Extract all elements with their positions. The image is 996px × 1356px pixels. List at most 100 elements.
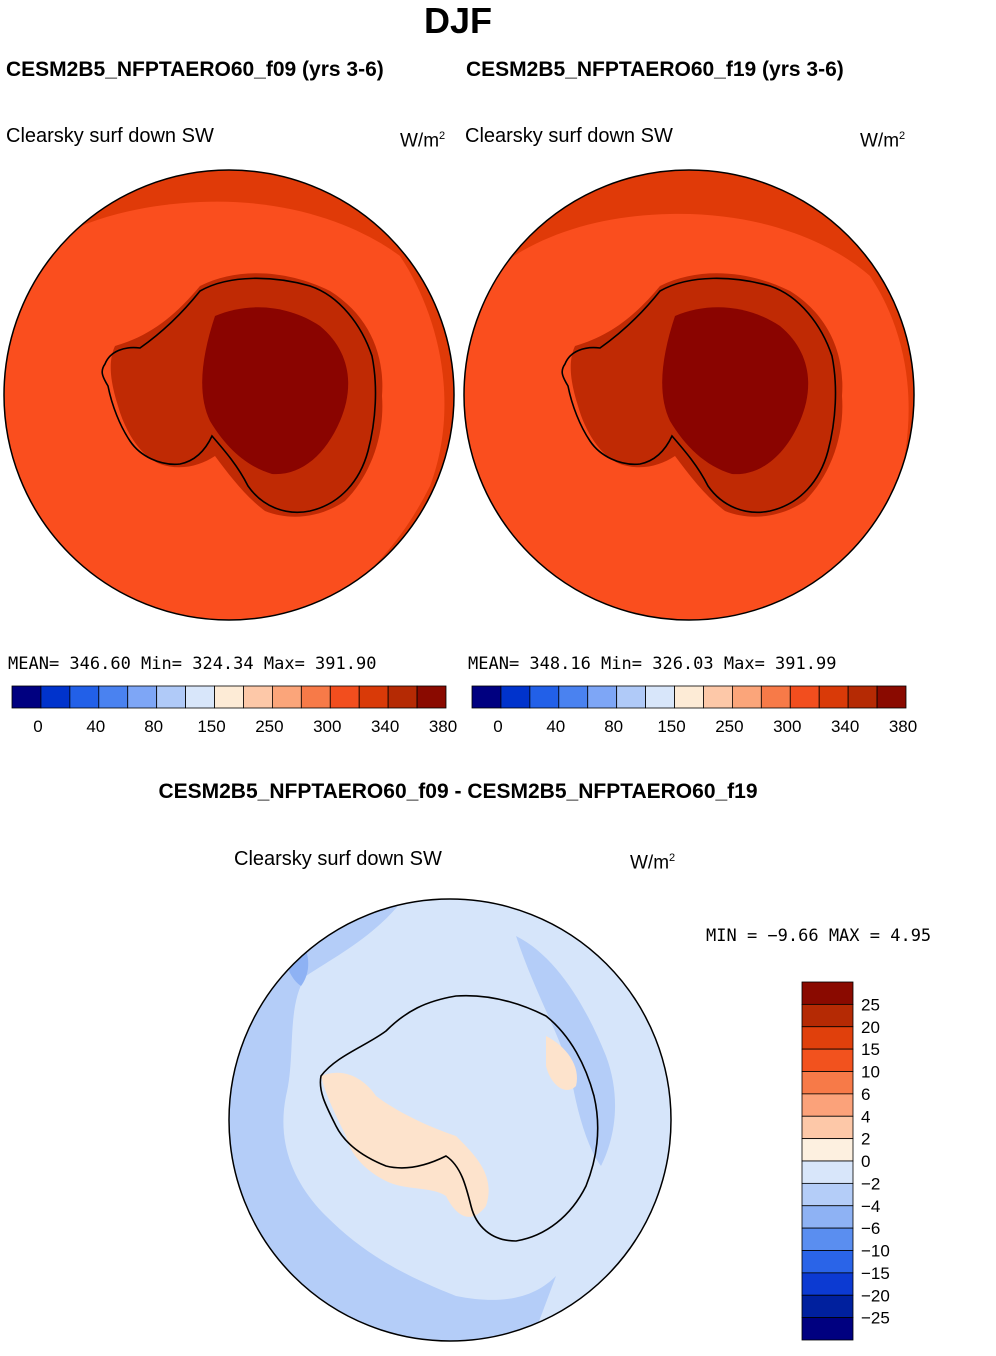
diff-colorbar-box-5: [801, 1093, 854, 1117]
diff-colorbar-tick-label: −25: [861, 1309, 890, 1328]
right-colorbar-box-0: [471, 685, 502, 709]
diff-colorbar-box-2: [801, 1026, 854, 1050]
right-colorbar-tick-label: 340: [831, 717, 859, 736]
diff-colorbar-box-12: [801, 1250, 854, 1274]
diff-colorbar-tick-label: −15: [861, 1264, 890, 1283]
diff-colorbar-box-13: [801, 1272, 854, 1296]
left-colorbar-tick-label: 0: [33, 717, 42, 736]
diff-colorbar-box-14: [801, 1294, 854, 1319]
diff-colorbar-box-11: [801, 1227, 854, 1251]
diff-variable-label: Clearsky surf down SW: [234, 848, 442, 870]
right-colorbar-box-9: [731, 685, 762, 709]
right-colorbar-box-6: [645, 685, 675, 709]
left-colorbar-box-14: [416, 685, 447, 709]
left-colorbar-box-10: [300, 685, 331, 709]
left-case-title: CESM2B5_NFPTAERO60_f09 (yrs 3-6): [6, 58, 384, 81]
right-colorbar-tick-label: 300: [773, 717, 801, 736]
left-colorbar-box-3: [98, 685, 129, 709]
left-units-label: W/m2: [400, 130, 445, 152]
left-polar-map: [3, 169, 455, 621]
right-colorbar-box-3: [558, 685, 589, 709]
left-colorbar-box-9: [271, 685, 302, 709]
left-colorbar-box-12: [358, 685, 389, 709]
diff-colorbar-tick-label: 20: [861, 1018, 880, 1037]
diff-colorbar-tick-label: −20: [861, 1286, 890, 1305]
left-colorbar-tick-label: 80: [144, 717, 163, 736]
diff-pale-orange-band: [321, 1072, 489, 1217]
diff-colorbar-tick-label: 15: [861, 1040, 880, 1059]
left-colorbar-tick-label: 250: [255, 717, 283, 736]
diff-colorbar-tick-label: 10: [861, 1063, 880, 1082]
diff-colorbar-tick-label: 6: [861, 1085, 870, 1104]
diff-colorbar-box-6: [801, 1115, 854, 1140]
left-colorbar-box-6: [185, 685, 215, 709]
page-title: DJF: [423, 0, 492, 41]
right-colorbar-box-8: [703, 685, 733, 709]
diff-colorbar-box-10: [801, 1205, 854, 1229]
diff-colorbar-tick-label: 4: [861, 1107, 870, 1126]
left-colorbar-box-1: [40, 685, 71, 709]
left-units-text: W/m: [400, 130, 440, 152]
right-colorbar: 0 40 80 150 250 300 340 380: [471, 685, 917, 736]
right-colorbar-box-10: [760, 685, 791, 709]
right-continent-core: [662, 307, 809, 475]
diff-units-exp: 2: [669, 852, 676, 864]
diff-colorbar-tick-label: −4: [861, 1197, 880, 1216]
right-units-label: W/m2: [860, 130, 905, 152]
diff-antarctica-coastline: [319, 994, 599, 1242]
left-stats: MEAN= 346.60 Min= 324.34 Max= 391.90: [8, 654, 377, 674]
right-colorbar-box-13: [847, 685, 878, 709]
diff-colorbar-box-0: [801, 981, 854, 1005]
diff-stats: MIN = −9.66 MAX = 4.95: [706, 926, 932, 946]
right-antarctica-coastline: [561, 277, 837, 513]
left-colorbar-tick-label: 150: [197, 717, 225, 736]
diff-colorbar-box-1: [801, 1003, 854, 1028]
diff-colorbar-tick-label: 2: [861, 1130, 870, 1149]
left-colorbar-tick-label: 300: [313, 717, 341, 736]
left-units-exp: 2: [439, 130, 446, 142]
diff-units-text: W/m: [630, 852, 670, 874]
right-colorbar-box-5: [616, 685, 647, 709]
diff-colorbar-tick-label: −10: [861, 1242, 890, 1261]
right-colorbar-box-12: [818, 685, 849, 709]
diff-colorbar-box-9: [801, 1182, 854, 1207]
diff-colorbar-box-4: [801, 1071, 854, 1095]
left-colorbar-box-5: [156, 685, 187, 709]
left-colorbar-tick-label: 380: [429, 717, 457, 736]
left-colorbar: 0 40 80 150 250 300 340 380: [11, 685, 457, 736]
right-colorbar-box-11: [789, 685, 820, 709]
diff-colorbar-box-15: [801, 1317, 854, 1341]
diff-colorbar-box-3: [801, 1048, 854, 1072]
right-colorbar-tick-label: 150: [657, 717, 685, 736]
right-colorbar-box-1: [500, 685, 531, 709]
right-colorbar-tick-label: 40: [546, 717, 565, 736]
diff-polar-map: [228, 898, 672, 1342]
right-polar-map: [463, 169, 915, 621]
right-colorbar-box-2: [529, 685, 560, 709]
right-colorbar-tick-label: 380: [889, 717, 917, 736]
right-variable-label: Clearsky surf down SW: [465, 125, 673, 147]
diff-light-blue-region-west: [229, 899, 556, 1341]
diff-colorbar-tick-label: 0: [861, 1152, 870, 1171]
left-colorbar-box-0: [11, 685, 42, 709]
left-antarctica-coastline: [101, 277, 377, 513]
diff-colorbar-box-7: [801, 1138, 854, 1162]
left-colorbar-box-7: [214, 685, 244, 709]
right-case-title: CESM2B5_NFPTAERO60_f19 (yrs 3-6): [466, 58, 844, 81]
left-colorbar-box-13: [387, 685, 418, 709]
left-colorbar-tick-label: 340: [371, 717, 399, 736]
left-colorbar-box-8: [243, 685, 273, 709]
diff-case-title: CESM2B5_NFPTAERO60_f09 - CESM2B5_NFPTAER…: [158, 780, 758, 803]
right-colorbar-tick-label: 250: [715, 717, 743, 736]
diff-colorbar-tick-label: −2: [861, 1174, 880, 1193]
right-colorbar-box-4: [587, 685, 618, 709]
right-stats: MEAN= 348.16 Min= 326.03 Max= 391.99: [468, 654, 837, 674]
right-units-text: W/m: [860, 130, 900, 152]
right-colorbar-tick-label: 80: [604, 717, 623, 736]
right-units-exp: 2: [899, 130, 906, 142]
right-colorbar-tick-label: 0: [493, 717, 502, 736]
left-colorbar-tick-label: 40: [86, 717, 105, 736]
diff-pale-orange-east: [546, 1036, 577, 1090]
left-colorbar-box-11: [329, 685, 360, 709]
right-colorbar-box-7: [674, 685, 704, 709]
